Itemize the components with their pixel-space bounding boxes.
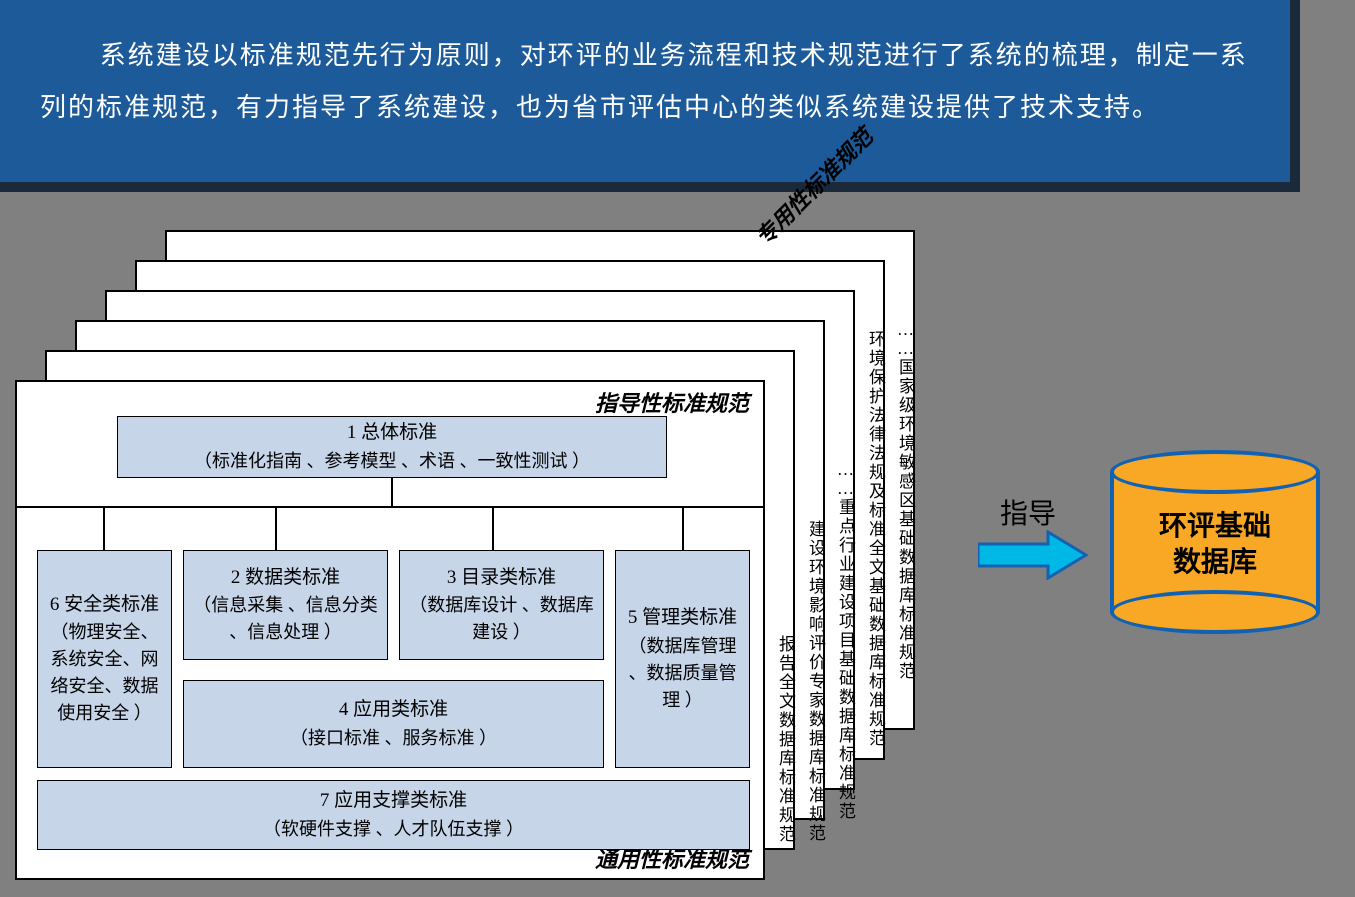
box-4-title: 4 应用类标准 — [190, 696, 597, 725]
box-1-sub: （标准化指南 、参考模型 、术语 、一致性测试 ） — [124, 448, 660, 475]
box-5-sub: （数据库管理 、数据质量管理 ） — [622, 633, 743, 714]
box-5-title: 5 管理类标准 — [622, 604, 743, 633]
connector-v-2 — [275, 506, 277, 550]
connector-v-3 — [492, 506, 494, 550]
box-7-support: 7 应用支撑类标准 （软硬件支撑 、人才队伍支撑 ） — [37, 780, 750, 850]
connector-h-full — [17, 506, 765, 508]
box-6-security: 6 安全类标准 （物理安全、系统安全、网络安全、数据使用安全 ） — [37, 550, 172, 768]
sheet-caption-1-text: 报告全文数据库标准规范 — [776, 635, 795, 844]
box-2-title: 2 数据类标准 — [190, 564, 381, 593]
box-7-title: 7 应用支撑类标准 — [44, 787, 743, 816]
cylinder-line1: 环评基础 — [1159, 510, 1271, 541]
box-2-data: 2 数据类标准 （信息采集 、信息分类 、信息处理 ） — [183, 550, 388, 660]
sheet-caption-4: 环境保护法律法规及标准全文基础数据库标准规范 — [863, 330, 888, 748]
box-3-catalog: 3 目录类标准 （数据库设计 、数据库建设 ） — [399, 550, 604, 660]
front-panel: 指导性标准规范 通用性标准规范 1 总体标准 （标准化指南 、参考模型 、术语 … — [15, 380, 765, 880]
cylinder-top — [1110, 450, 1320, 494]
cylinder-label: 环评基础 数据库 — [1110, 508, 1320, 581]
sheet-caption-5-dots: …… — [896, 320, 915, 358]
box-1-title: 1 总体标准 — [124, 419, 660, 448]
sheet-caption-3: ……重点行业建设项目基础数据库标准规范 — [833, 460, 858, 821]
eia-database-cylinder: 环评基础 数据库 — [1110, 450, 1320, 635]
box-6-sub: （物理安全、系统安全、网络安全、数据使用安全 ） — [44, 619, 165, 727]
sheet-caption-4-text: 环境保护法律法规及标准全文基础数据库标准规范 — [866, 330, 885, 748]
sheet-caption-1: 报告全文数据库标准规范 — [773, 635, 798, 844]
guiding-standards-title: 指导性标准规范 — [595, 386, 749, 418]
connector-v-4 — [682, 506, 684, 550]
connector-v-top — [391, 478, 393, 506]
guide-arrow-icon — [978, 530, 1088, 580]
box-2-sub: （信息采集 、信息分类 、信息处理 ） — [190, 592, 381, 646]
box-4-application: 4 应用类标准 （接口标准 、服务标准 ） — [183, 680, 604, 768]
connector-v-1 — [103, 506, 105, 550]
banner-text: 系统建设以标准规范先行为原则，对环评的业务流程和技术规范进行了系统的梳理，制定一… — [40, 41, 1248, 122]
cylinder-bottom — [1110, 590, 1320, 634]
box-5-management: 5 管理类标准 （数据库管理 、数据质量管理 ） — [615, 550, 750, 768]
sheet-caption-2-text: 建设环境影响评价专家数据库标准规范 — [806, 520, 825, 843]
box-6-title: 6 安全类标准 — [44, 591, 165, 620]
box-3-title: 3 目录类标准 — [406, 564, 597, 593]
sheet-caption-5: ……国家级环境敏感区基础数据库标准规范 — [893, 320, 918, 681]
standards-diagram: 报告全文数据库标准规范 建设环境影响评价专家数据库标准规范 ……重点行业建设项目… — [15, 230, 975, 880]
box-7-sub: （软硬件支撑 、人才队伍支撑 ） — [44, 816, 743, 843]
box-4-sub: （接口标准 、服务标准 ） — [190, 725, 597, 752]
sheet-caption-3-text: 重点行业建设项目基础数据库标准规范 — [836, 498, 855, 821]
cylinder-line2: 数据库 — [1173, 546, 1257, 577]
guide-arrow-label: 指导 — [1000, 492, 1056, 532]
sheet-caption-2: 建设环境影响评价专家数据库标准规范 — [803, 520, 828, 843]
box-3-sub: （数据库设计 、数据库建设 ） — [406, 592, 597, 646]
sheet-caption-5-text: 国家级环境敏感区基础数据库标准规范 — [896, 358, 915, 681]
sheet-caption-3-dots: …… — [836, 460, 855, 498]
box-1-general: 1 总体标准 （标准化指南 、参考模型 、术语 、一致性测试 ） — [117, 416, 667, 478]
intro-banner: 系统建设以标准规范先行为原则，对环评的业务流程和技术规范进行了系统的梳理，制定一… — [0, 0, 1290, 182]
